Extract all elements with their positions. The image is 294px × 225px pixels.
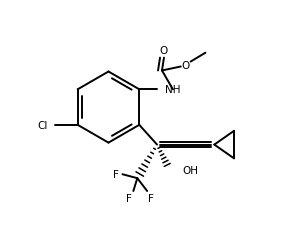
Text: O: O: [182, 60, 190, 70]
Text: O: O: [160, 45, 168, 56]
Text: F: F: [148, 193, 154, 203]
Text: F: F: [113, 169, 118, 179]
Text: OH: OH: [183, 166, 199, 176]
Text: NH: NH: [165, 85, 181, 95]
Text: Cl: Cl: [38, 120, 48, 130]
Text: F: F: [126, 193, 132, 203]
